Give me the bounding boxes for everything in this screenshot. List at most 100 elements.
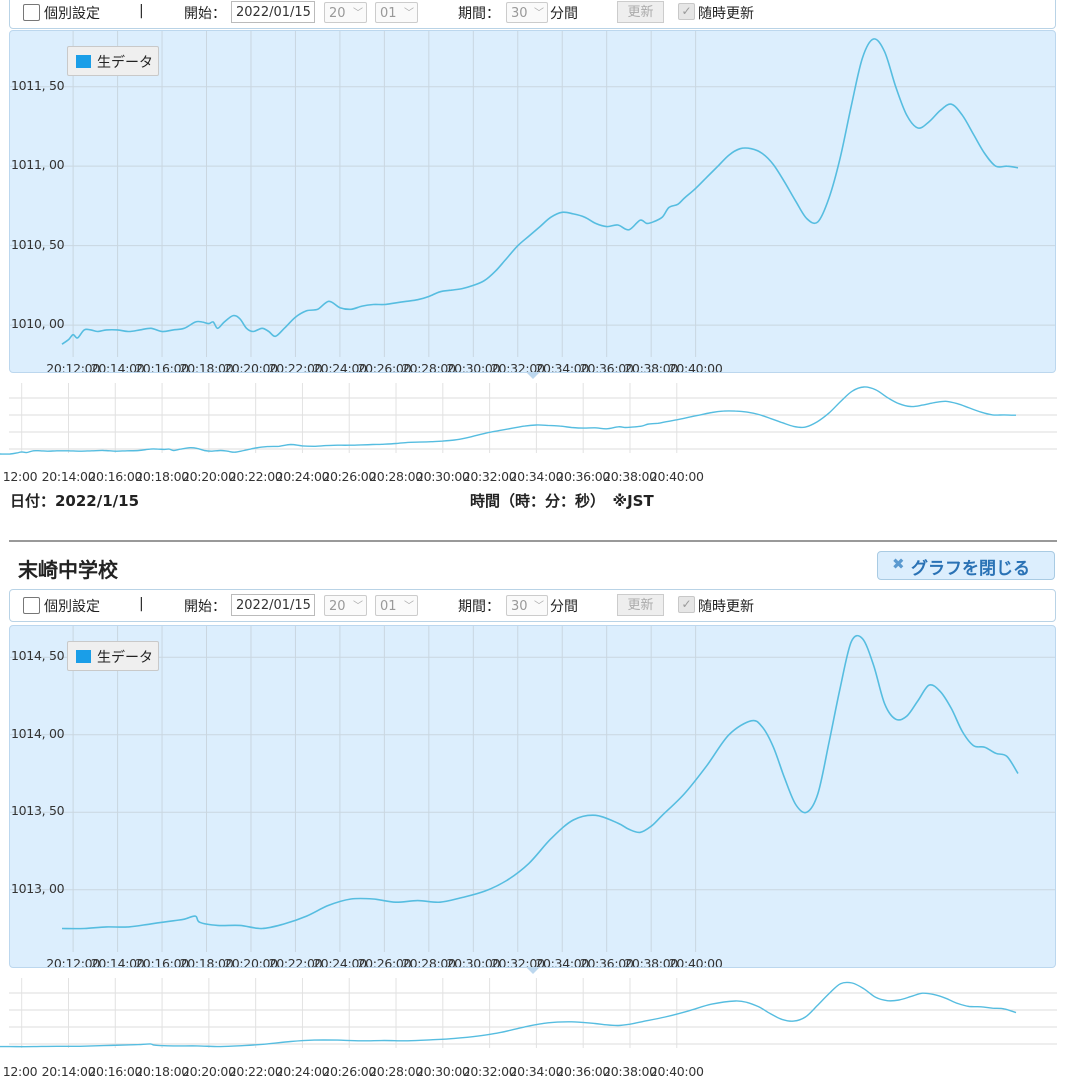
main-chart-1[interactable]: 生データ 1010, 00 1010, 50 1011, 00 1011, 50 20…	[9, 30, 1056, 373]
legend-label: 生データ	[97, 650, 153, 666]
nav-tick-label: 20:40:00	[649, 1064, 704, 1079]
start-hour-value: 20	[329, 599, 346, 614]
nav-series-line	[0, 981, 1017, 1048]
nav-tick-label: 20:14:00	[41, 469, 96, 484]
nav-tick-label: 20:24:00	[275, 1064, 330, 1079]
x-tick-label: 20:16:00	[135, 361, 189, 373]
x-tick-label: 20:40:00	[668, 361, 723, 373]
update-button[interactable]: 更新	[617, 594, 664, 616]
x-tick-label: 20:32:00	[490, 956, 545, 968]
nav-tick-label: 20:16:00	[88, 469, 143, 484]
x-tick-label: 20:12:00	[46, 956, 100, 968]
x-tick-label: 20:14:00	[90, 956, 145, 968]
x-tick-label: 20:38:00	[624, 956, 679, 968]
x-tick-label: 20:14:00	[90, 361, 145, 373]
nav-tick-label: 20:18:00	[135, 469, 189, 484]
start-minute-select[interactable]: 01 ﹀	[375, 2, 418, 23]
x-tick-label: 20:32:00	[490, 361, 545, 373]
nav-tick-label: 20:14:00	[41, 1064, 96, 1079]
nav-tick-label: 20:40:00	[649, 469, 704, 484]
x-tick-label: 20:34:00	[535, 361, 590, 373]
x-tick-label: 20:36:00	[579, 956, 634, 968]
navigator-pointer	[527, 968, 539, 974]
auto-update-label: 随時更新	[698, 6, 754, 22]
period-select[interactable]: 30 ﹀	[506, 2, 548, 23]
start-date-input[interactable]: 2022/01/15	[231, 1, 315, 23]
nav-tick-label: 20:38:00	[603, 1064, 657, 1079]
x-tick-label: 20:22:00	[268, 956, 323, 968]
navigator-2[interactable]	[0, 978, 1080, 1062]
period-select[interactable]: 30 ﹀	[506, 595, 548, 616]
series-line	[61, 634, 1019, 930]
legend[interactable]: 生データ	[67, 641, 159, 671]
nav-tick-label: 20:30:00	[415, 469, 470, 484]
navigator-2-svg	[0, 978, 1057, 1048]
nav-tick-label: 20:18:00	[135, 1064, 189, 1079]
nav-tick-label: 20:16:00	[88, 1064, 143, 1079]
nav-tick-label: 20:22:00	[228, 469, 283, 484]
period-label: 期間：	[458, 6, 500, 22]
x-tick-label: 20:40:00	[668, 956, 723, 968]
individual-setting-checkbox[interactable]	[23, 597, 40, 614]
individual-setting-label: 個別設定	[44, 599, 100, 615]
nav-tick-label: 20:28:00	[369, 1064, 423, 1079]
chevron-down-icon: ﹀	[534, 8, 544, 19]
station-title: 末崎中学校	[18, 558, 118, 582]
x-tick-label: 20:20:00	[224, 361, 278, 373]
footer-time-label: 時間（時：分：秒） ※JST	[470, 492, 654, 510]
nav-tick-label: 20:24:00	[275, 469, 330, 484]
x-tick-label: 20:34:00	[535, 956, 590, 968]
main-chart-2[interactable]: 生データ 1013, 00 1013, 50 1014, 00 1014, 50 20…	[9, 625, 1056, 968]
start-minute-select[interactable]: 01 ﹀	[375, 595, 418, 616]
nav-tick-label: 20:36:00	[556, 1064, 611, 1079]
nav-tick-label: 20:34:00	[509, 469, 564, 484]
main-chart-1-svg	[10, 31, 1055, 357]
legend-swatch	[76, 650, 91, 663]
period-unit: 分間	[550, 599, 578, 615]
x-tick-label: 20:38:00	[624, 361, 679, 373]
chevron-down-icon: ﹀	[404, 8, 414, 19]
start-minute-value: 01	[380, 599, 397, 614]
period-unit: 分間	[550, 6, 578, 22]
navigator-1[interactable]	[0, 383, 1080, 467]
x-tick-label: 20:28:00	[401, 956, 456, 968]
period-value: 30	[511, 6, 528, 21]
update-button[interactable]: 更新	[617, 1, 664, 23]
auto-update-checkbox[interactable]: ✓	[678, 596, 695, 613]
nav-tick-label: 20:32:00	[462, 469, 517, 484]
nav-tick-label: 20:36:00	[556, 469, 611, 484]
x-tick-label: 20:26:00	[357, 956, 412, 968]
legend[interactable]: 生データ	[67, 46, 159, 76]
start-hour-value: 20	[329, 6, 346, 21]
chevron-down-icon: ﹀	[534, 601, 544, 612]
nav-tick-label: 12:00	[2, 469, 38, 484]
auto-update-checkbox[interactable]: ✓	[678, 3, 695, 20]
start-hour-select[interactable]: 20 ﹀	[324, 595, 367, 616]
chevron-down-icon: ﹀	[353, 601, 363, 612]
close-icon: ✖	[892, 555, 905, 573]
series-line	[61, 38, 1019, 345]
nav-tick-label: 20:30:00	[415, 1064, 470, 1079]
period-value: 30	[511, 599, 528, 614]
x-tick-label: 20:12:00	[46, 361, 100, 373]
x-tick-label: 20:36:00	[579, 361, 634, 373]
nav-tick-label: 20:34:00	[509, 1064, 564, 1079]
start-hour-select[interactable]: 20 ﹀	[324, 2, 367, 23]
individual-setting-checkbox[interactable]	[23, 4, 40, 21]
nav-tick-label: 20:22:00	[228, 1064, 283, 1079]
x-tick-label: 20:20:00	[224, 956, 278, 968]
close-graph-button[interactable]: ✖ グラフを閉じる	[877, 551, 1055, 580]
x-tick-label: 20:22:00	[268, 361, 323, 373]
navigator-pointer	[527, 373, 539, 379]
chevron-down-icon: ﹀	[353, 8, 363, 19]
x-tick-label: 20:28:00	[401, 361, 456, 373]
y-tick-label: 1011, 50	[11, 77, 65, 93]
individual-setting-label: 個別設定	[44, 6, 100, 22]
y-tick-label: 1013, 00	[11, 880, 65, 896]
nav-tick-label: 20:26:00	[322, 1064, 377, 1079]
x-tick-label: 20:18:00	[179, 361, 234, 373]
x-tick-label: 20:30:00	[446, 361, 501, 373]
start-date-input[interactable]: 2022/01/15	[231, 594, 315, 616]
navigator-1-svg	[0, 383, 1057, 455]
nav-series-line	[0, 386, 1017, 455]
